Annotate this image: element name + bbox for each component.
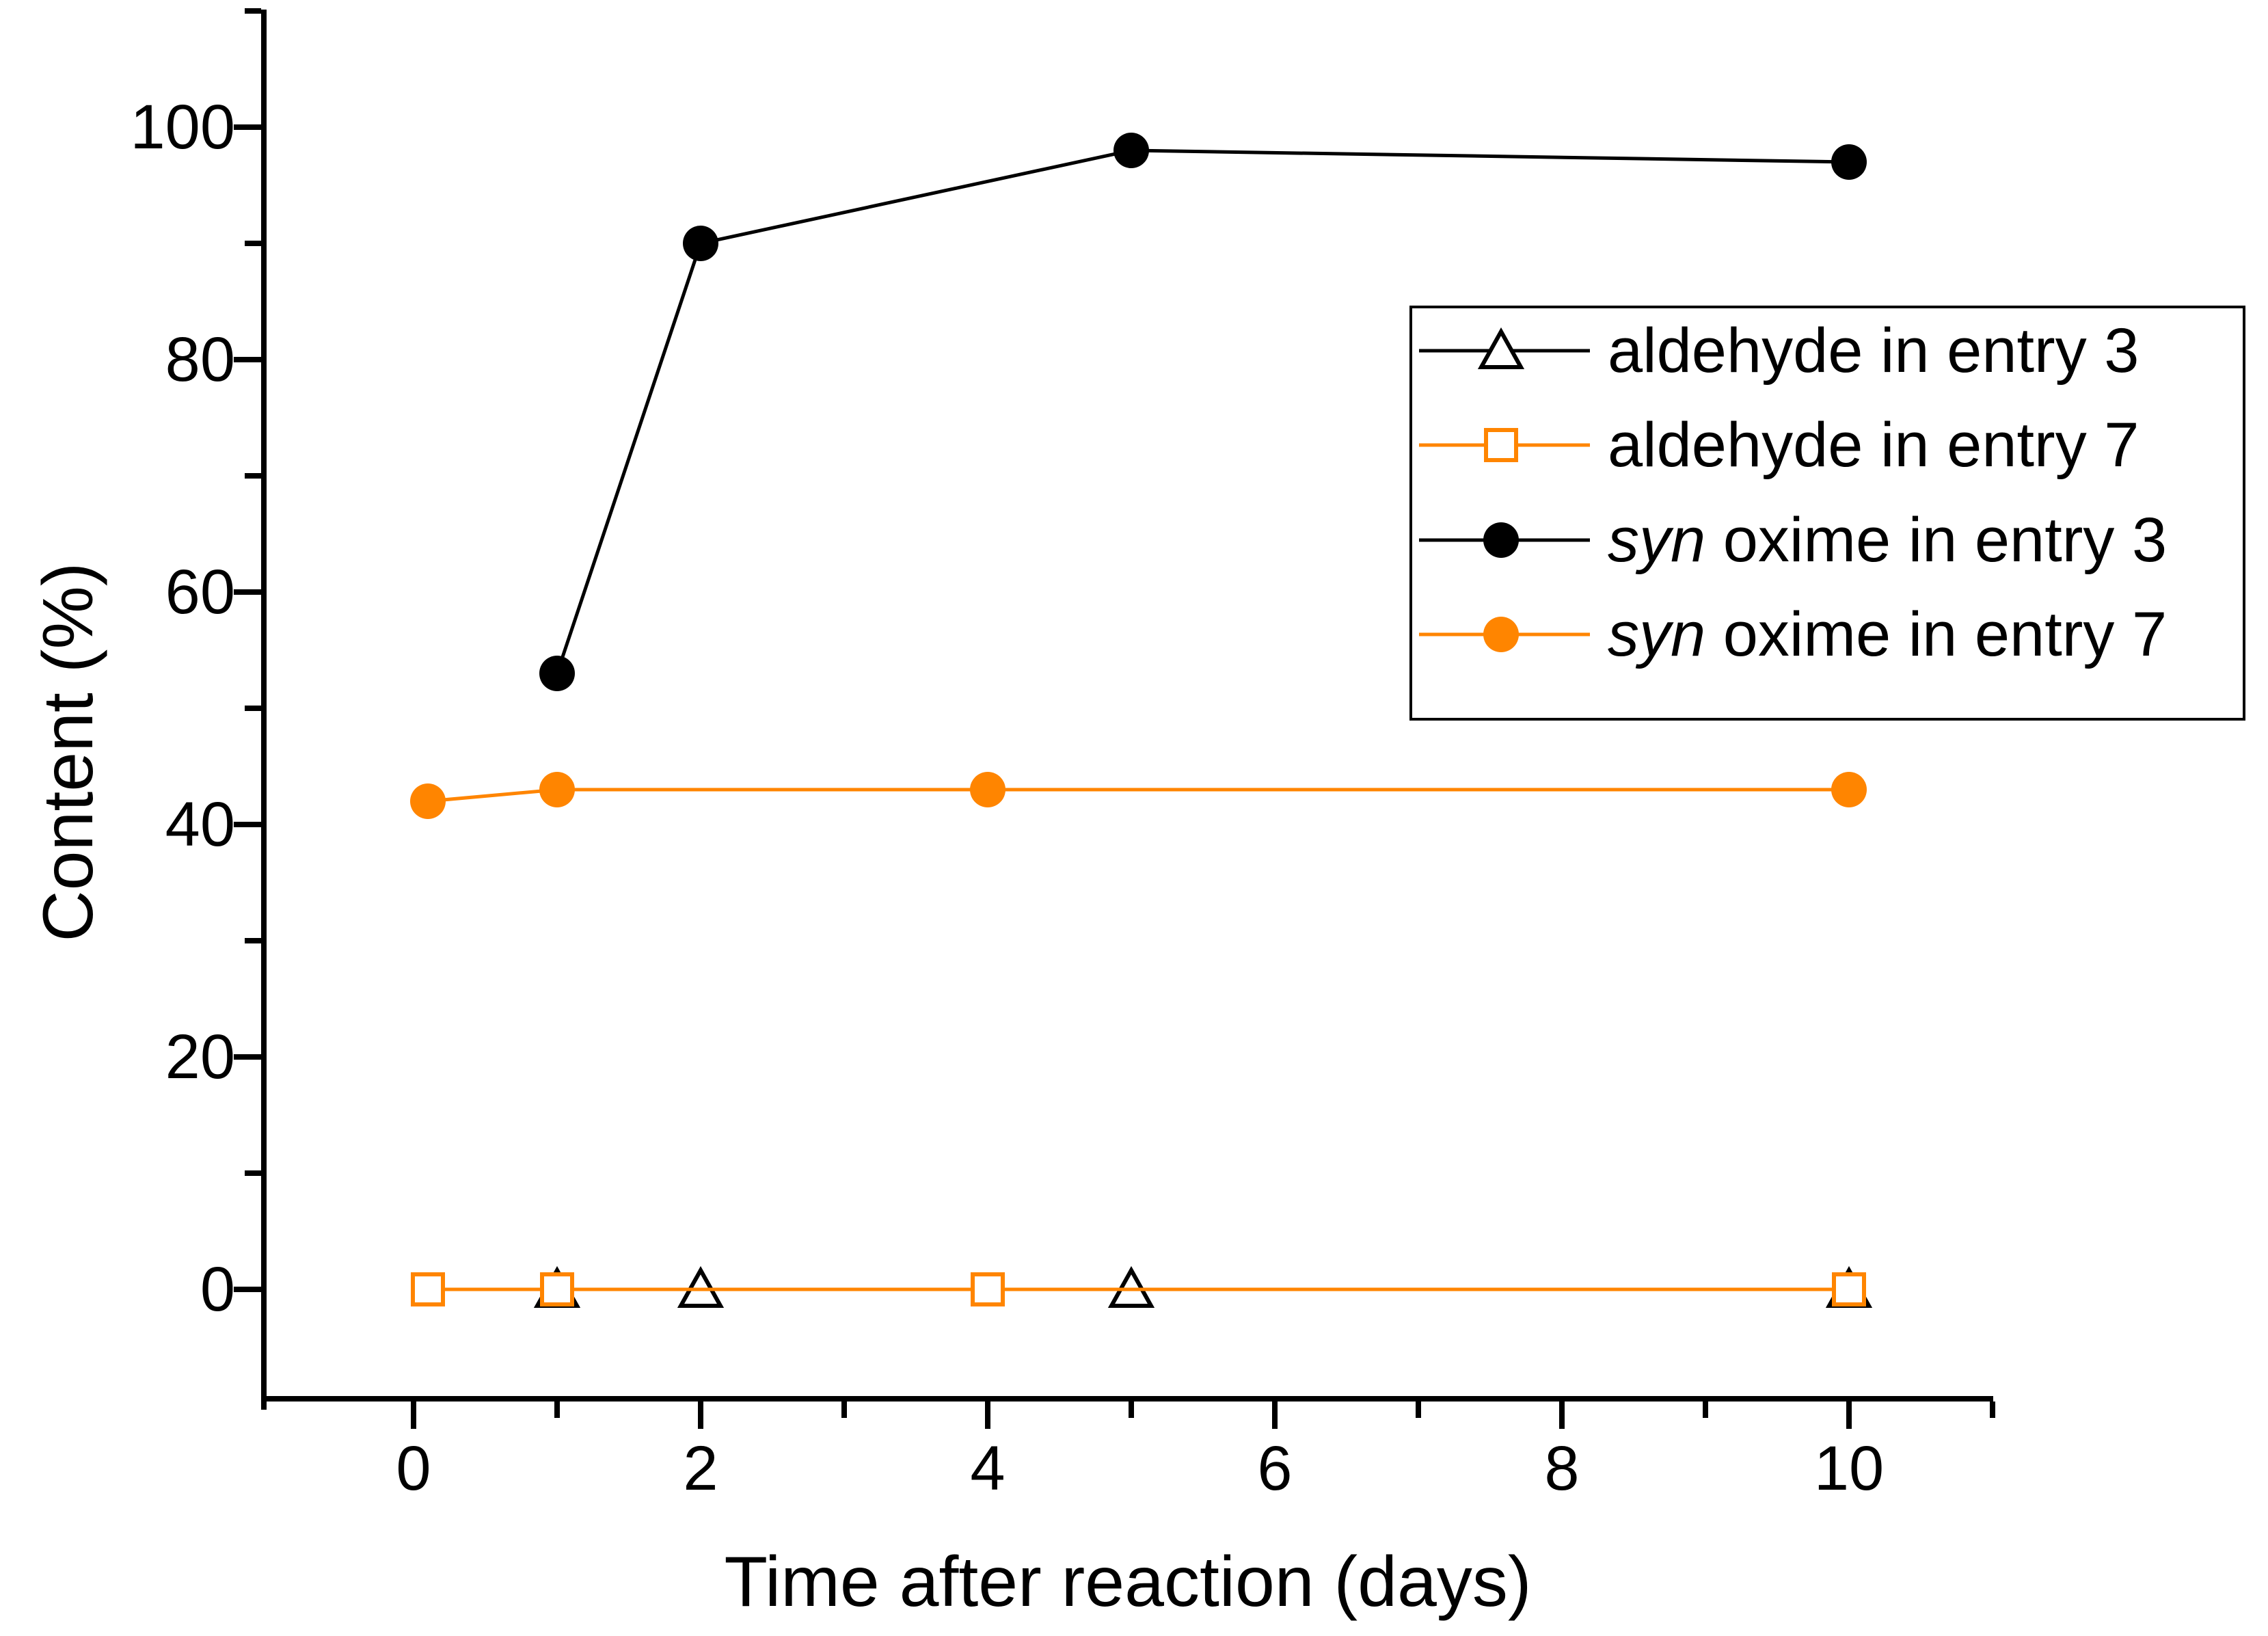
y-tick-label: 0 [200, 1255, 235, 1324]
y-minor-tick [245, 473, 261, 479]
data-point-marker [1831, 772, 1867, 807]
data-point-marker [539, 656, 575, 691]
x-major-tick [1846, 1402, 1852, 1429]
data-point-marker [540, 1272, 574, 1306]
data-point-marker [683, 226, 718, 261]
y-major-tick [234, 822, 261, 827]
data-point-marker [1832, 1272, 1866, 1306]
y-major-tick [234, 1287, 261, 1292]
x-axis-line [261, 1396, 1993, 1402]
data-point-marker [971, 1272, 1005, 1306]
legend-label-part: aldehyde in entry 3 [1608, 316, 2139, 386]
x-tick-label: 10 [1813, 1434, 1885, 1503]
series-line [427, 788, 1849, 803]
legend-item-aldehyde-in-entry-3: aldehyde in entry 3 [1412, 312, 2243, 389]
x-minor-tick [841, 1402, 847, 1418]
x-minor-tick [1129, 1402, 1134, 1418]
legend-label: aldehyde in entry 7 [1608, 414, 2139, 477]
open-square-icon [1419, 428, 1590, 463]
x-minor-tick [1416, 1402, 1421, 1418]
y-major-tick [234, 124, 261, 130]
filled-circle-icon [1419, 522, 1590, 558]
y-major-tick [234, 1054, 261, 1060]
x-tick-label: 4 [970, 1434, 1005, 1503]
filled-circle-icon [1419, 616, 1590, 652]
data-point-marker [1113, 133, 1149, 168]
legend-item-syn-oxime-in-entry-3: syn oxime in entry 3 [1412, 502, 2243, 578]
legend-label: aldehyde in entry 3 [1608, 319, 2139, 382]
data-point-marker [1483, 616, 1519, 652]
x-axis-title: Time after reaction (days) [724, 1542, 1532, 1622]
legend-label-part: aldehyde in entry 7 [1608, 410, 2139, 481]
y-minor-tick [245, 8, 261, 14]
y-tick-label: 20 [165, 1022, 235, 1092]
x-major-tick [698, 1402, 703, 1429]
series-line [555, 148, 1850, 674]
x-tick-label: 0 [396, 1434, 431, 1503]
data-point-marker [410, 783, 446, 819]
series-syn-oxime-in-entry-3 [539, 133, 1867, 691]
y-major-tick [234, 357, 261, 362]
legend-label-part: oxime in entry 3 [1705, 505, 2168, 575]
data-point-marker [1483, 522, 1519, 558]
x-major-tick [411, 1402, 416, 1429]
legend-label: syn oxime in entry 7 [1608, 603, 2167, 666]
open-triangle-icon [1419, 327, 1590, 369]
legend-item-aldehyde-in-entry-7: aldehyde in entry 7 [1412, 407, 2243, 483]
data-point-marker [970, 772, 1005, 807]
data-point-marker [1484, 428, 1518, 463]
legend-label-part: oxime in entry 7 [1705, 599, 2168, 669]
y-minor-tick [245, 938, 261, 943]
y-axis-title: Content (%) [29, 562, 108, 942]
data-point-marker [411, 1272, 445, 1306]
data-point-marker [1831, 144, 1867, 180]
legend: aldehyde in entry 3 aldehyde in entry 7 sy… [1409, 306, 2245, 721]
data-point-marker [1477, 327, 1525, 369]
x-tick-label: 2 [683, 1434, 718, 1503]
x-minor-tick [1990, 1402, 1995, 1418]
y-minor-tick [245, 241, 261, 246]
x-major-tick [1559, 1402, 1565, 1429]
x-major-tick [985, 1402, 990, 1429]
legend-label-italic-part: syn [1608, 599, 1706, 669]
y-tick-label: 100 [130, 92, 236, 162]
x-major-tick [1272, 1402, 1278, 1429]
y-minor-tick [245, 1170, 261, 1176]
legend-item-syn-oxime-in-entry-7: syn oxime in entry 7 [1412, 596, 2243, 673]
x-minor-tick [1703, 1402, 1708, 1418]
series-aldehyde-in-entry-7 [411, 1272, 1866, 1306]
y-tick-label: 40 [165, 790, 235, 859]
x-minor-tick [554, 1402, 560, 1418]
x-tick-label: 6 [1257, 1434, 1293, 1503]
y-major-tick [234, 589, 261, 595]
x-tick-label: 8 [1544, 1434, 1580, 1503]
data-point-marker [539, 772, 575, 807]
y-minor-tick [245, 706, 261, 711]
series-syn-oxime-in-entry-7 [410, 772, 1867, 819]
y-tick-label: 60 [165, 557, 235, 627]
y-axis-line [261, 10, 267, 1410]
legend-label-italic-part: syn [1608, 505, 1706, 575]
legend-label: syn oxime in entry 3 [1608, 509, 2167, 572]
y-tick-label: 80 [165, 325, 235, 394]
